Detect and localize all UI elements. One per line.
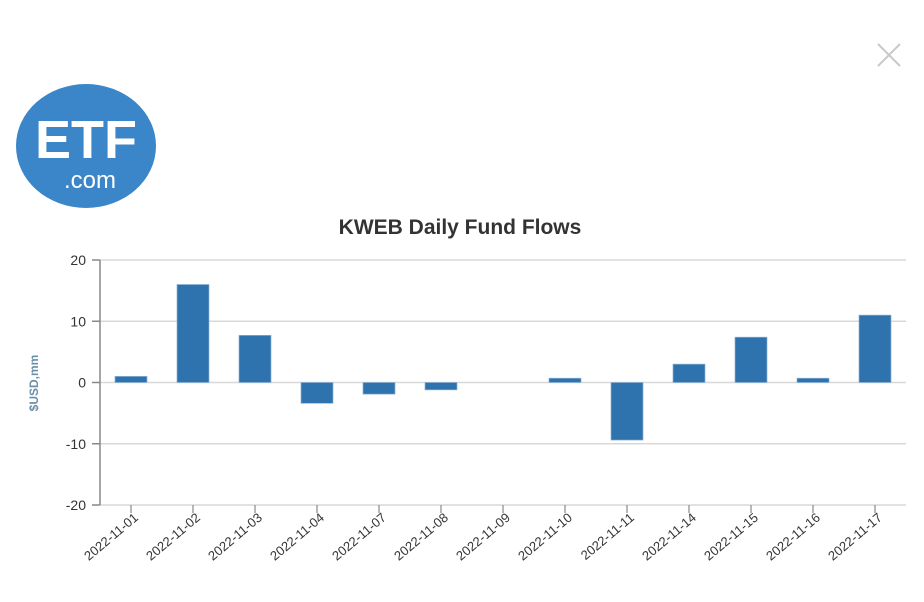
x-tick-label: 2022-11-08 <box>391 510 451 564</box>
bar <box>114 376 148 383</box>
close-icon[interactable] <box>874 40 904 70</box>
bar <box>796 377 830 383</box>
x-tick-label: 2022-11-10 <box>515 510 575 564</box>
svg-text:.com: .com <box>64 167 116 194</box>
x-tick-label: 2022-11-17 <box>825 510 885 564</box>
y-tick-label: 10 <box>70 313 86 329</box>
x-tick-label: 2022-11-01 <box>81 510 141 564</box>
y-axis-label: $USD,mm <box>27 355 41 412</box>
bar <box>548 377 582 383</box>
x-tick-label: 2022-11-14 <box>639 510 699 564</box>
bar <box>672 363 706 383</box>
x-tick-label: 2022-11-07 <box>329 510 389 564</box>
bar <box>858 314 892 383</box>
x-tick-label: 2022-11-11 <box>578 510 637 563</box>
bar <box>610 382 644 441</box>
y-tick-label: -10 <box>66 436 86 452</box>
bar <box>424 382 458 391</box>
y-tick-label: -20 <box>66 497 86 513</box>
chart-title: KWEB Daily Fund Flows <box>339 216 582 239</box>
x-tick-label: 2022-11-04 <box>267 510 327 564</box>
y-tick-label: 0 <box>78 375 86 391</box>
bar <box>734 336 768 383</box>
x-tick-label: 2022-11-15 <box>701 510 761 564</box>
bar <box>238 334 272 383</box>
x-tick-label: 2022-11-03 <box>205 510 265 564</box>
x-tick-label: 2022-11-16 <box>763 510 823 564</box>
x-tick-label: 2022-11-02 <box>143 510 203 564</box>
bar <box>362 382 396 395</box>
x-tick-label: 2022-11-09 <box>453 510 513 564</box>
svg-text:ETF: ETF <box>35 110 137 170</box>
bar <box>300 382 334 404</box>
bar <box>176 284 210 383</box>
etf-logo: ETF .com <box>16 84 156 208</box>
y-tick-label: 20 <box>70 252 86 268</box>
